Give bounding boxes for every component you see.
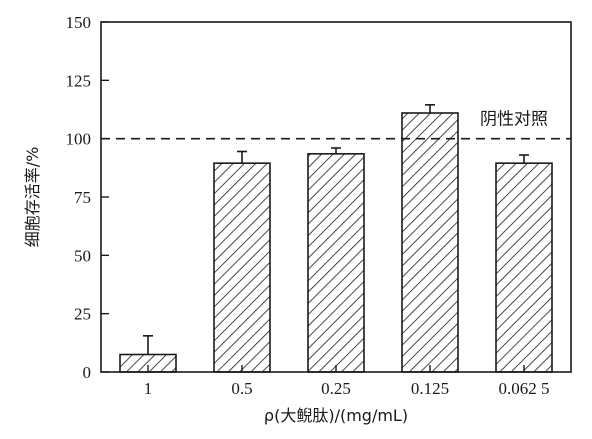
reference-label-background (466, 108, 564, 133)
x-tick-label: 0.5 (231, 379, 252, 398)
bar (495, 162, 553, 373)
bar (401, 112, 459, 373)
y-tick-label: 125 (66, 71, 92, 90)
y-tick-label: 0 (83, 363, 92, 382)
error-bars-group (143, 104, 529, 355)
x-tick-label: 0.125 (411, 379, 449, 398)
y-tick-label: 25 (74, 305, 91, 324)
x-axis-title: ρ(大鲵肽)/(mg/mL) (264, 406, 408, 425)
y-tick-label: 100 (66, 130, 92, 149)
y-tick-label: 50 (74, 246, 91, 265)
bar (119, 353, 177, 373)
x-tick-label: 0.25 (321, 379, 351, 398)
reference-line-label: 阴性对照 (480, 110, 548, 130)
y-axis-title: 细胞存活率/% (23, 147, 42, 248)
x-tick-label: 0.062 5 (499, 379, 550, 398)
y-tick-label: 150 (66, 13, 92, 32)
x-tick-label: 1 (144, 379, 153, 398)
bar (307, 153, 365, 373)
bar (213, 162, 271, 373)
y-tick-label: 75 (74, 188, 91, 207)
y-axis-ticks: 0 25 50 75 100 125 150 (66, 13, 109, 382)
